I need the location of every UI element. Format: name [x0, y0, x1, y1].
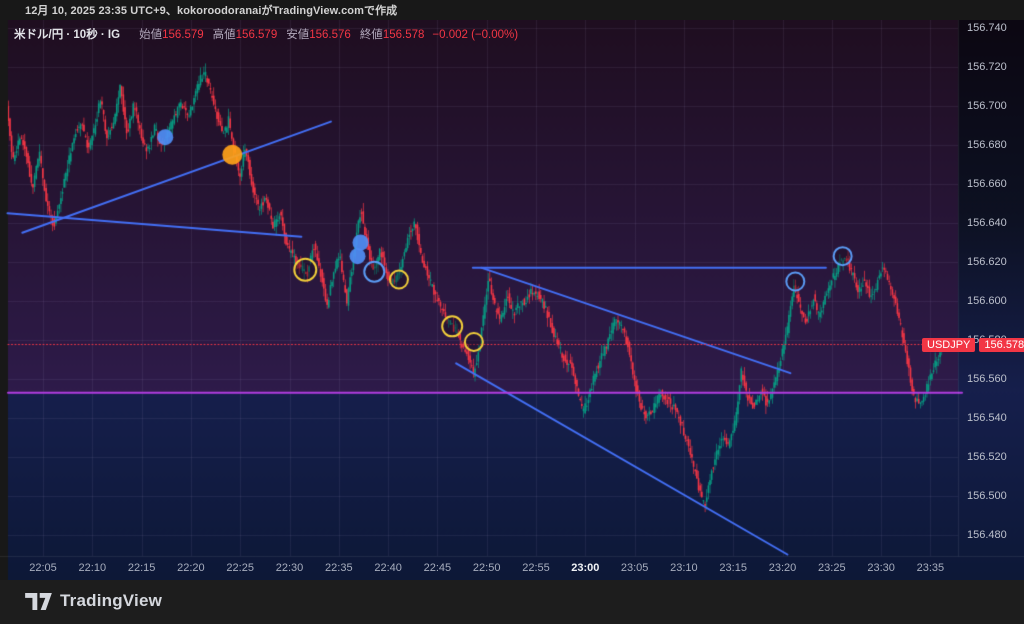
price-tick-label: 156.620 — [967, 256, 1007, 268]
bottom-bar: TradingView — [0, 580, 1024, 624]
time-tick-label: 22:30 — [275, 562, 304, 574]
price-tick-label: 156.480 — [967, 529, 1007, 541]
price-tick-label: 156.720 — [967, 61, 1007, 73]
time-tick-label: 22:25 — [226, 562, 254, 574]
change-value: −0.002 (−0.00%) — [432, 29, 519, 41]
price-tick-label: 156.520 — [967, 451, 1007, 463]
tradingview-logo[interactable]: TradingView — [25, 591, 162, 611]
time-tick-label: 22:35 — [325, 562, 353, 574]
close-label: 終値 — [359, 29, 383, 41]
low-label: 安値 — [286, 29, 310, 41]
price-tick-label: 156.740 — [967, 22, 1007, 34]
time-tick-label: 23:00 — [571, 562, 600, 574]
time-tick-label: 22:45 — [423, 562, 452, 574]
price-tag-symbol: USDJPY — [922, 338, 976, 352]
price-tick-label: 156.660 — [967, 178, 1007, 190]
time-tick-label: 22:10 — [78, 562, 107, 574]
price-tick-label: 156.540 — [967, 412, 1007, 424]
time-tick-label: 23:10 — [670, 562, 698, 574]
attribution-bar: 12月 10, 2025 23:35 UTC+9、kokoroodoranaiが… — [0, 0, 1024, 20]
high-label: 高値 — [212, 29, 236, 41]
time-tick-label: 22:50 — [472, 562, 501, 574]
price-tick-label: 156.680 — [967, 139, 1007, 151]
price-axis[interactable]: 156.740 156.720 156.700 156.680 156.660 156.6… — [958, 20, 1024, 556]
attribution-text: 12月 10, 2025 23:35 UTC+9、kokoroodoranaiが… — [25, 5, 398, 17]
time-axis[interactable]: 22:05 22:10 22:15 22:20 22:25 22:30 22:35 22:40… — [0, 556, 1024, 580]
time-tick-label: 22:55 — [522, 562, 550, 574]
time-tick-label: 23:15 — [719, 562, 747, 574]
chart-legend: 米ドル/円 · 10秒 · IG 始値156.579 高値156.579 安値156.… — [14, 26, 518, 42]
price-tick-label: 156.600 — [967, 295, 1007, 307]
time-tick-label: 22:40 — [374, 562, 402, 574]
open-label: 始値 — [139, 29, 163, 41]
price-tag-value: 156.578 — [979, 338, 1024, 352]
time-tick-label: 23:35 — [916, 562, 945, 574]
time-tick-label: 23:05 — [620, 562, 649, 574]
time-tick-label: 23:25 — [818, 562, 846, 574]
close-value: 156.578 — [382, 29, 425, 41]
time-tick-label: 22:20 — [177, 562, 205, 574]
price-tick-label: 156.500 — [967, 490, 1007, 502]
symbol-title[interactable]: 米ドル/円 · 10秒 · IG — [14, 29, 121, 41]
tradingview-logo-text: TradingView — [60, 591, 163, 610]
time-tick-label: 22:05 — [29, 562, 57, 574]
low-value: 156.576 — [309, 29, 351, 41]
last-price-tag: USDJPY 156.578 — [922, 338, 1024, 352]
price-tick-label: 156.700 — [967, 100, 1007, 112]
time-tick-label: 23:30 — [867, 562, 895, 574]
high-value: 156.579 — [235, 29, 278, 41]
price-tick-label: 156.560 — [967, 373, 1007, 385]
price-tick-label: 156.640 — [967, 217, 1007, 229]
time-tick-label: 22:15 — [127, 562, 156, 574]
time-tick-label: 23:20 — [768, 562, 797, 574]
tradingview-logo-icon — [25, 592, 52, 610]
candlestick-chart-canvas[interactable] — [0, 20, 1024, 580]
open-value: 156.579 — [162, 29, 204, 41]
